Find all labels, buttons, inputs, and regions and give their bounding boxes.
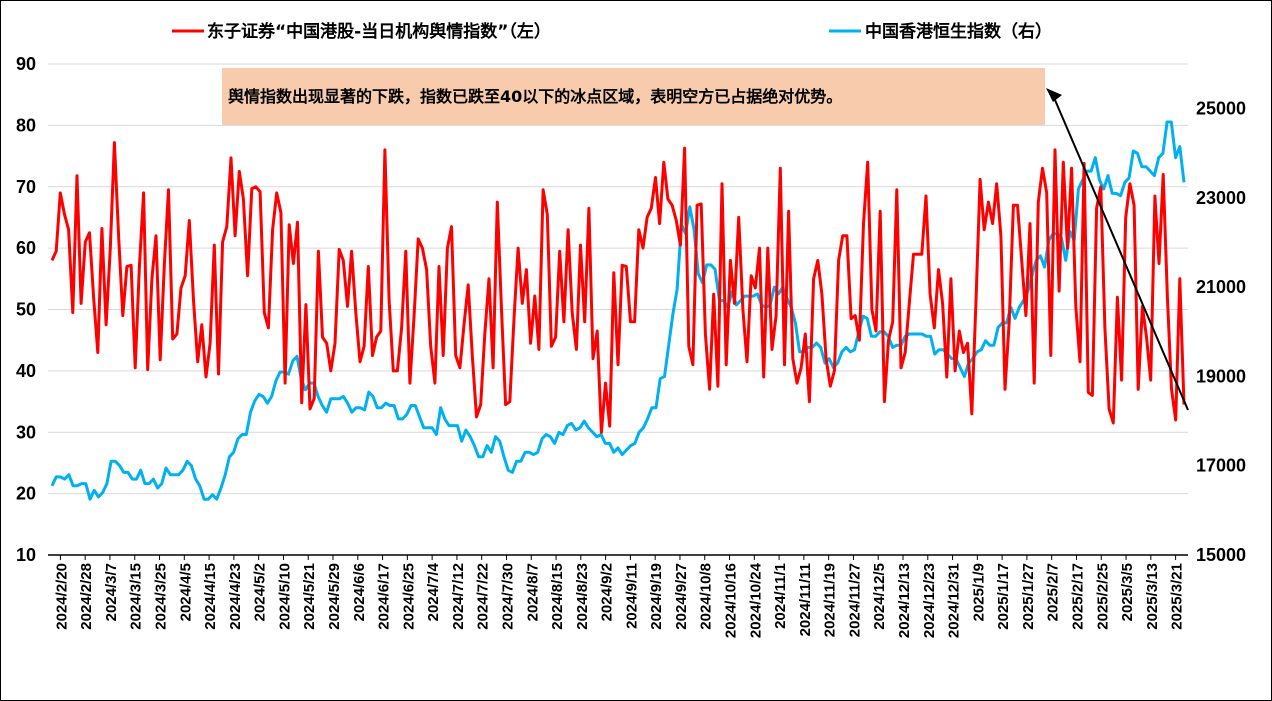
x-tick-label: 2024/11/27 [846, 563, 863, 637]
x-tick-label: 2024/4/15 [202, 563, 219, 630]
annotation-text: 舆情指数出现显著的下跌，指数已跌至40以下的冰点区域，表明空方已占据绝对优势。 [228, 87, 842, 106]
arrow-head-icon [1046, 88, 1062, 102]
x-tick-label: 2024/12/13 [896, 563, 913, 638]
x-tick-label: 2024/10/8 [698, 563, 715, 630]
x-tick-label: 2024/4/5 [177, 563, 194, 621]
x-tick-label: 2025/2/7 [1045, 563, 1062, 621]
x-tick-label: 2024/5/10 [276, 563, 293, 630]
x-tick-label: 2024/9/2 [599, 563, 616, 621]
left-y-axis: 10 20 30 40 50 60 70 80 90 [16, 54, 36, 565]
x-tick-label: 2024/10/24 [747, 562, 764, 638]
x-tick-label: 2025/1/17 [995, 563, 1012, 630]
x-tick-label: 2024/7/4 [425, 562, 442, 621]
left-y-tick-label: 90 [16, 54, 36, 74]
x-tick-label: 2024/6/25 [400, 563, 417, 630]
x-tick-label: 2024/9/27 [673, 563, 690, 630]
x-tick-label: 2024/2/20 [53, 563, 70, 630]
x-tick-label: 2024/11/1 [772, 563, 789, 629]
x-tick-label: 2024/5/29 [326, 563, 343, 630]
x-tick-label: 2024/7/12 [450, 563, 467, 630]
gridlines [48, 63, 1188, 495]
x-tick-label: 2024/6/17 [376, 563, 393, 630]
annotation-arrow-line [1051, 92, 1189, 411]
x-tick-label: 2024/3/7 [103, 563, 120, 621]
x-tick-label: 2024/11/19 [822, 563, 839, 637]
legend-label-blue-series: 中国香港恒生指数（右） [865, 21, 1052, 42]
left-y-tick-label: 50 [16, 300, 36, 320]
x-tick-label: 2025/3/13 [1144, 563, 1161, 630]
left-y-tick-label: 80 [16, 115, 36, 135]
x-tick-label: 2024/12/23 [921, 563, 938, 638]
right-y-tick-label: 17000 [1196, 456, 1246, 476]
x-tick-label: 2024/7/30 [499, 563, 516, 630]
left-y-tick-label: 70 [16, 177, 36, 197]
x-axis: 2024/2/20 2024/2/28 2024/3/7 2024/3/15 2024/… [48, 554, 1188, 638]
x-tick-label: 2024/12/5 [871, 563, 888, 630]
x-tick-label: 2024/9/19 [648, 563, 665, 630]
right-y-tick-label: 21000 [1196, 277, 1246, 297]
x-tick-label: 2025/2/25 [1094, 563, 1111, 630]
x-tick-label: 2025/2/17 [1069, 563, 1086, 630]
x-tick-label: 2025/3/5 [1119, 563, 1136, 621]
x-tick-label: 2025/1/9 [970, 563, 987, 621]
x-tick-label: 2024/9/11 [623, 563, 640, 629]
x-tick-label: 2024/7/22 [475, 563, 492, 630]
series-line-hang-seng-index [50, 120, 1186, 501]
x-tick-label: 2024/3/15 [128, 563, 145, 630]
left-y-tick-label: 20 [16, 484, 36, 504]
series-line-sentiment-index [50, 141, 1186, 434]
x-tick-label: 2024/3/25 [153, 563, 170, 630]
left-y-tick-label: 40 [16, 361, 36, 381]
x-tick-label: 2025/1/27 [1020, 563, 1037, 630]
x-tick-label: 2024/2/28 [78, 563, 95, 630]
x-tick-label: 2024/8/15 [549, 563, 566, 630]
annotation-box [222, 68, 1045, 125]
right-y-tick-label: 25000 [1196, 99, 1246, 119]
right-y-tick-label: 23000 [1196, 188, 1246, 208]
x-tick-label: 2024/10/16 [723, 563, 740, 638]
x-tick-label: 2024/5/21 [301, 563, 318, 630]
x-tick-label: 2024/5/2 [252, 563, 269, 621]
x-tick-label: 2024/8/23 [574, 563, 591, 630]
x-tick-label: 2025/3/21 [1169, 563, 1186, 630]
x-tick-label: 2024/4/23 [227, 563, 244, 630]
x-tick-label: 2024/11/11 [797, 563, 814, 636]
x-tick-label: 2024/8/7 [524, 563, 541, 621]
left-y-tick-label: 60 [16, 238, 36, 258]
right-y-tick-label: 19000 [1196, 366, 1246, 386]
x-tick-label: 2024/12/31 [946, 563, 963, 638]
right-y-axis: 15000 17000 19000 21000 23000 25000 [1196, 99, 1246, 565]
left-y-tick-label: 30 [16, 422, 36, 442]
x-tick-label: 2024/6/6 [351, 563, 368, 621]
annotation: 舆情指数出现显著的下跌，指数已跌至40以下的冰点区域，表明空方已占据绝对优势。 [222, 68, 1189, 411]
legend-label-red-series: 东子证券“中国港股-当日机构舆情指数”（左） [207, 21, 551, 42]
right-y-tick-label: 15000 [1196, 545, 1246, 565]
legend: 东子证券“中国港股-当日机构舆情指数”（左） 中国香港恒生指数（右） [172, 21, 1052, 42]
left-y-tick-label: 10 [16, 545, 36, 565]
